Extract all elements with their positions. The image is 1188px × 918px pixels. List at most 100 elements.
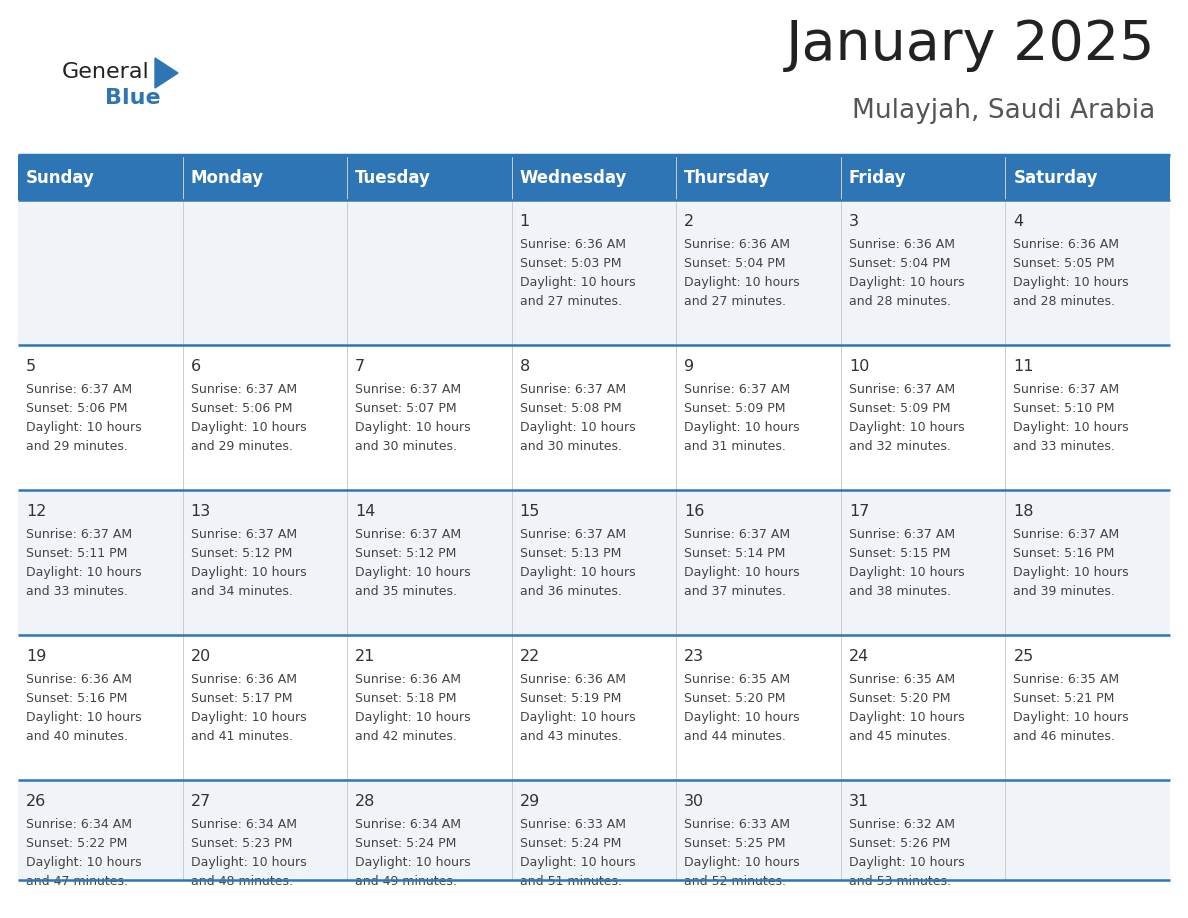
Text: Sunset: 5:14 PM: Sunset: 5:14 PM <box>684 547 785 560</box>
Text: Sunset: 5:10 PM: Sunset: 5:10 PM <box>1013 402 1114 415</box>
Text: Daylight: 10 hours: Daylight: 10 hours <box>1013 711 1129 724</box>
Text: Sunset: 5:12 PM: Sunset: 5:12 PM <box>355 547 456 560</box>
Text: Sunday: Sunday <box>26 169 95 186</box>
Text: 4: 4 <box>1013 214 1024 229</box>
Text: 29: 29 <box>519 794 541 809</box>
Bar <box>18 155 1170 200</box>
Text: Daylight: 10 hours: Daylight: 10 hours <box>684 566 800 579</box>
Text: Sunrise: 6:34 AM: Sunrise: 6:34 AM <box>355 818 461 831</box>
Text: 16: 16 <box>684 504 704 519</box>
Text: Daylight: 10 hours: Daylight: 10 hours <box>190 711 307 724</box>
Text: Sunset: 5:05 PM: Sunset: 5:05 PM <box>1013 257 1116 270</box>
Text: Daylight: 10 hours: Daylight: 10 hours <box>190 421 307 434</box>
Text: Daylight: 10 hours: Daylight: 10 hours <box>26 856 141 869</box>
Text: Sunrise: 6:36 AM: Sunrise: 6:36 AM <box>849 238 955 251</box>
Text: Sunset: 5:25 PM: Sunset: 5:25 PM <box>684 837 785 850</box>
Text: 23: 23 <box>684 649 704 664</box>
Text: Sunrise: 6:36 AM: Sunrise: 6:36 AM <box>26 673 132 686</box>
Bar <box>18 200 1170 345</box>
Text: and 27 minutes.: and 27 minutes. <box>684 295 786 308</box>
Text: Sunrise: 6:33 AM: Sunrise: 6:33 AM <box>684 818 790 831</box>
Text: and 35 minutes.: and 35 minutes. <box>355 585 457 598</box>
Text: Sunrise: 6:37 AM: Sunrise: 6:37 AM <box>684 383 790 396</box>
Text: Monday: Monday <box>190 169 264 186</box>
Text: Daylight: 10 hours: Daylight: 10 hours <box>849 856 965 869</box>
Text: Daylight: 10 hours: Daylight: 10 hours <box>190 856 307 869</box>
Text: and 29 minutes.: and 29 minutes. <box>190 440 292 453</box>
Text: 6: 6 <box>190 359 201 374</box>
Text: Sunrise: 6:37 AM: Sunrise: 6:37 AM <box>1013 528 1119 541</box>
Text: and 34 minutes.: and 34 minutes. <box>190 585 292 598</box>
Text: Sunset: 5:22 PM: Sunset: 5:22 PM <box>26 837 127 850</box>
Text: Daylight: 10 hours: Daylight: 10 hours <box>1013 566 1129 579</box>
Text: General: General <box>62 62 150 82</box>
Text: Sunset: 5:09 PM: Sunset: 5:09 PM <box>849 402 950 415</box>
Text: Daylight: 10 hours: Daylight: 10 hours <box>849 566 965 579</box>
Text: Sunset: 5:17 PM: Sunset: 5:17 PM <box>190 692 292 705</box>
Text: Daylight: 10 hours: Daylight: 10 hours <box>26 711 141 724</box>
Text: Daylight: 10 hours: Daylight: 10 hours <box>684 856 800 869</box>
Text: Sunrise: 6:37 AM: Sunrise: 6:37 AM <box>26 383 132 396</box>
Text: 9: 9 <box>684 359 695 374</box>
Text: Daylight: 10 hours: Daylight: 10 hours <box>849 711 965 724</box>
Text: 19: 19 <box>26 649 46 664</box>
Text: and 28 minutes.: and 28 minutes. <box>849 295 950 308</box>
Text: 18: 18 <box>1013 504 1034 519</box>
Text: 20: 20 <box>190 649 210 664</box>
Text: Sunset: 5:24 PM: Sunset: 5:24 PM <box>355 837 456 850</box>
Text: and 51 minutes.: and 51 minutes. <box>519 875 621 888</box>
Text: and 31 minutes.: and 31 minutes. <box>684 440 786 453</box>
Text: Daylight: 10 hours: Daylight: 10 hours <box>355 421 470 434</box>
Text: and 27 minutes.: and 27 minutes. <box>519 295 621 308</box>
Text: Sunset: 5:06 PM: Sunset: 5:06 PM <box>190 402 292 415</box>
Text: Sunset: 5:26 PM: Sunset: 5:26 PM <box>849 837 950 850</box>
Bar <box>18 780 1170 880</box>
Text: 22: 22 <box>519 649 541 664</box>
Text: Saturday: Saturday <box>1013 169 1098 186</box>
Text: Sunset: 5:12 PM: Sunset: 5:12 PM <box>190 547 292 560</box>
Text: Sunrise: 6:37 AM: Sunrise: 6:37 AM <box>190 528 297 541</box>
Text: and 45 minutes.: and 45 minutes. <box>849 730 950 743</box>
Text: 25: 25 <box>1013 649 1034 664</box>
Text: and 37 minutes.: and 37 minutes. <box>684 585 786 598</box>
Text: Sunrise: 6:37 AM: Sunrise: 6:37 AM <box>519 383 626 396</box>
Text: Sunrise: 6:37 AM: Sunrise: 6:37 AM <box>26 528 132 541</box>
Text: 21: 21 <box>355 649 375 664</box>
Text: Sunrise: 6:36 AM: Sunrise: 6:36 AM <box>684 238 790 251</box>
Text: and 41 minutes.: and 41 minutes. <box>190 730 292 743</box>
Text: Sunset: 5:11 PM: Sunset: 5:11 PM <box>26 547 127 560</box>
Text: Sunset: 5:16 PM: Sunset: 5:16 PM <box>26 692 127 705</box>
Text: and 36 minutes.: and 36 minutes. <box>519 585 621 598</box>
Text: Sunset: 5:04 PM: Sunset: 5:04 PM <box>849 257 950 270</box>
Text: and 52 minutes.: and 52 minutes. <box>684 875 786 888</box>
Text: Blue: Blue <box>105 88 160 108</box>
Text: Sunrise: 6:35 AM: Sunrise: 6:35 AM <box>849 673 955 686</box>
Text: Thursday: Thursday <box>684 169 771 186</box>
Text: Daylight: 10 hours: Daylight: 10 hours <box>1013 276 1129 289</box>
Text: 1: 1 <box>519 214 530 229</box>
Text: Sunrise: 6:36 AM: Sunrise: 6:36 AM <box>190 673 297 686</box>
Text: Sunset: 5:07 PM: Sunset: 5:07 PM <box>355 402 456 415</box>
Text: and 47 minutes.: and 47 minutes. <box>26 875 128 888</box>
Text: and 42 minutes.: and 42 minutes. <box>355 730 457 743</box>
Text: and 44 minutes.: and 44 minutes. <box>684 730 786 743</box>
Text: 28: 28 <box>355 794 375 809</box>
Text: Sunrise: 6:36 AM: Sunrise: 6:36 AM <box>355 673 461 686</box>
Text: 27: 27 <box>190 794 210 809</box>
Text: Daylight: 10 hours: Daylight: 10 hours <box>1013 421 1129 434</box>
Text: Daylight: 10 hours: Daylight: 10 hours <box>519 856 636 869</box>
Text: Sunrise: 6:37 AM: Sunrise: 6:37 AM <box>684 528 790 541</box>
Text: Daylight: 10 hours: Daylight: 10 hours <box>849 421 965 434</box>
Text: 15: 15 <box>519 504 541 519</box>
Text: and 53 minutes.: and 53 minutes. <box>849 875 950 888</box>
Text: and 29 minutes.: and 29 minutes. <box>26 440 128 453</box>
Text: Daylight: 10 hours: Daylight: 10 hours <box>519 276 636 289</box>
Text: Mulayjah, Saudi Arabia: Mulayjah, Saudi Arabia <box>852 98 1155 124</box>
Text: Sunrise: 6:37 AM: Sunrise: 6:37 AM <box>1013 383 1119 396</box>
Text: and 48 minutes.: and 48 minutes. <box>190 875 292 888</box>
Text: Sunrise: 6:37 AM: Sunrise: 6:37 AM <box>849 383 955 396</box>
Text: 8: 8 <box>519 359 530 374</box>
Polygon shape <box>154 58 178 88</box>
Text: Daylight: 10 hours: Daylight: 10 hours <box>684 421 800 434</box>
Text: 31: 31 <box>849 794 870 809</box>
